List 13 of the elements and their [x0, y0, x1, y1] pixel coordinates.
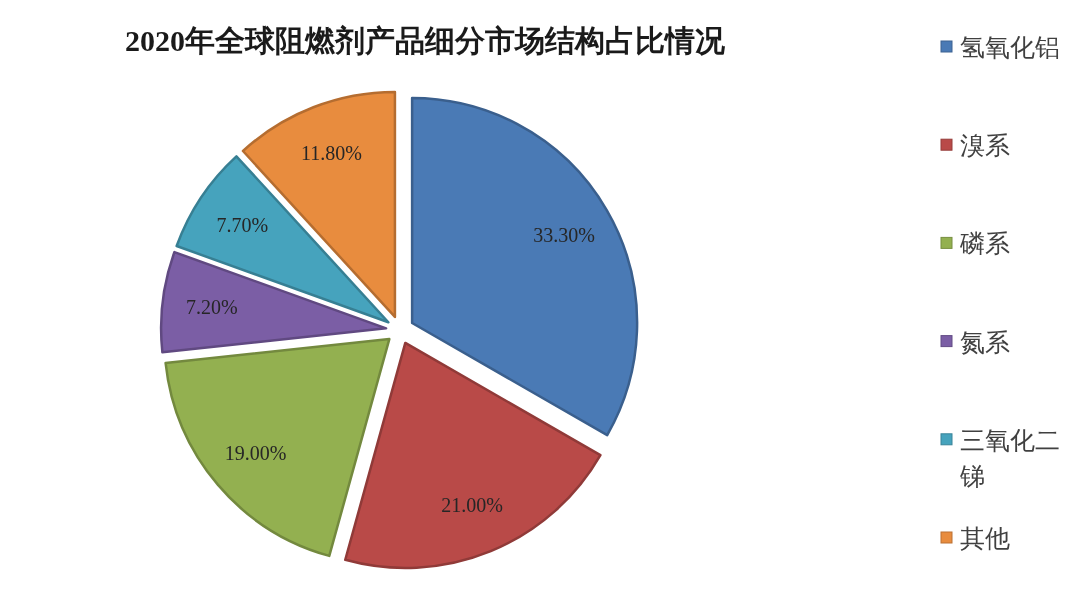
data-label: 19.00% — [224, 441, 287, 464]
data-label: 11.80% — [300, 142, 362, 165]
legend-label: 氮系 — [960, 327, 1010, 356]
legend-label: 三氧化二锑 — [959, 425, 1060, 491]
data-label: 33.30% — [533, 224, 595, 247]
legend-label: 磷系 — [959, 229, 1010, 258]
chart-title: 2020年全球阻燃剂产品细分市场结构占比情况 — [125, 23, 726, 57]
legend-label: 溴系 — [960, 131, 1010, 160]
legend-label: 其他 — [960, 524, 1010, 552]
data-label: 7.20% — [186, 296, 238, 319]
legend-label: 氢氧化铝 — [960, 33, 1060, 61]
data-label: 21.00% — [441, 494, 503, 517]
data-label: 7.70% — [216, 213, 269, 236]
